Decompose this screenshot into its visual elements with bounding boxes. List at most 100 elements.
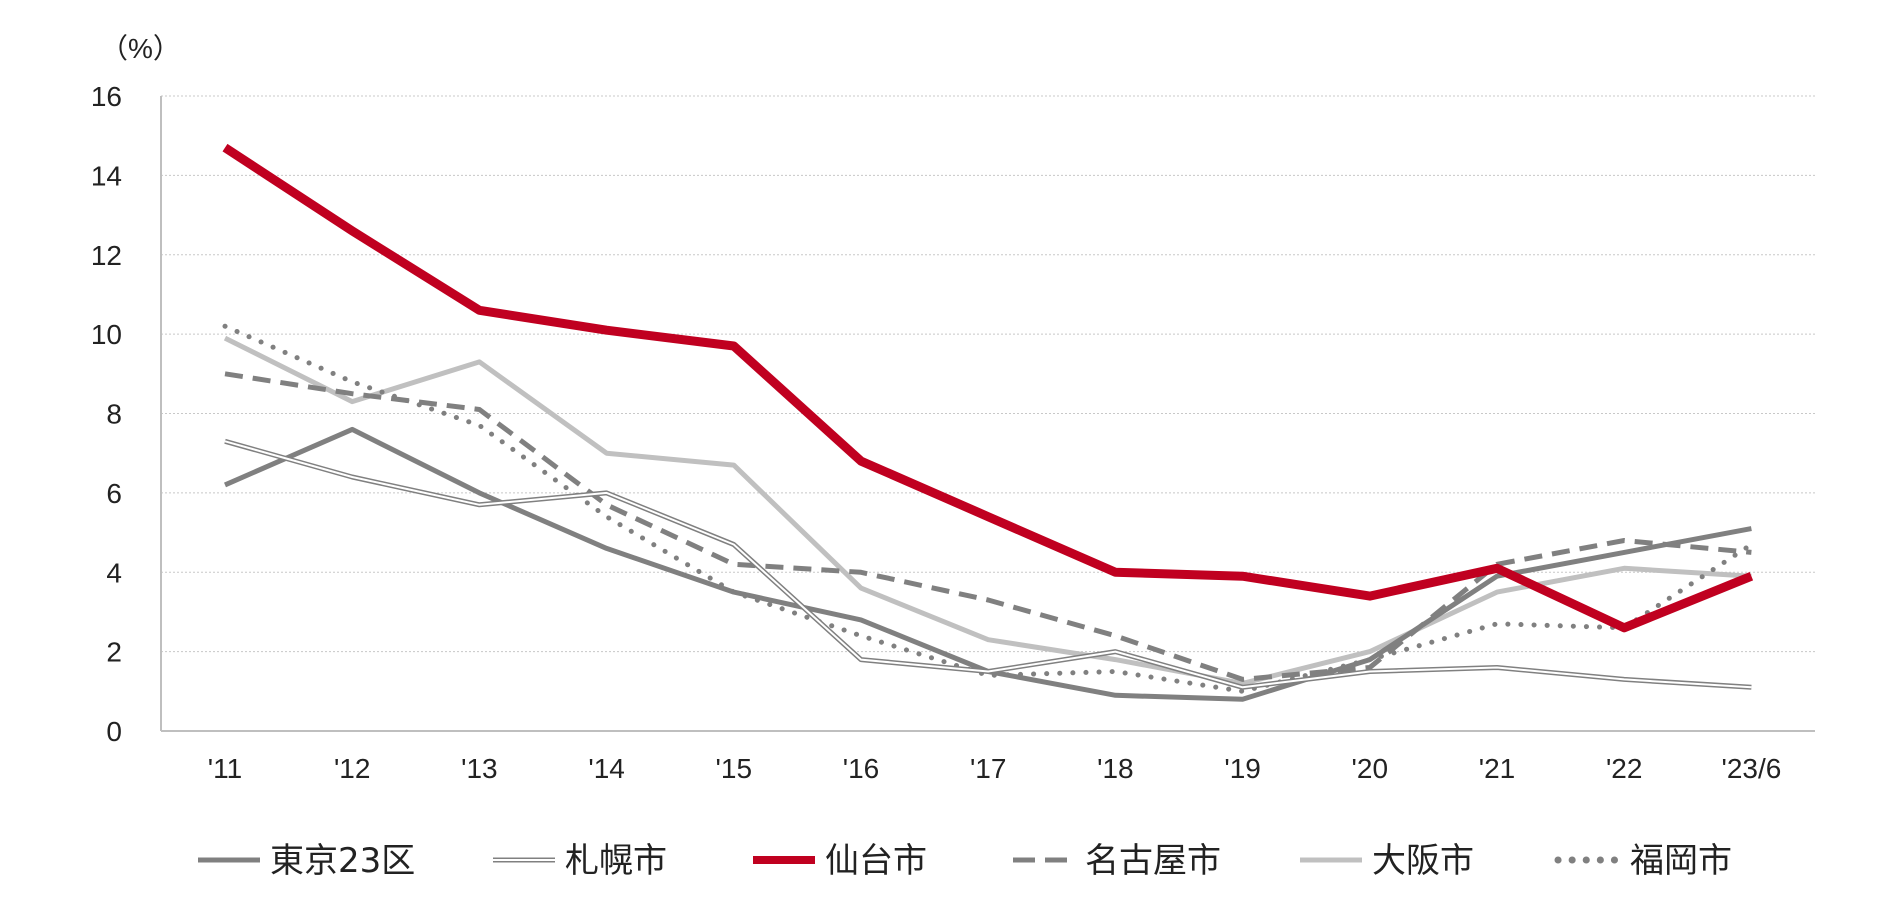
series-2-point (1497, 667, 1498, 668)
series-3-point (1497, 568, 1498, 569)
x-tick-label: '17 (970, 753, 1007, 784)
series-5-point (861, 588, 862, 589)
x-tick-label: '15 (716, 753, 753, 784)
x-tick-label: '18 (1097, 753, 1134, 784)
series-3-point (733, 346, 734, 347)
legend-label: 東京23区 (270, 841, 415, 881)
series-2-group (224, 438, 1752, 690)
series-6-point (225, 326, 226, 327)
legend-item: 名古屋市 (1013, 841, 1221, 881)
x-tick-label: '11 (208, 753, 242, 784)
series-2-point (1624, 679, 1625, 680)
series-4-point (352, 393, 353, 394)
series-5-point (1242, 683, 1243, 684)
series-1-point (1751, 528, 1752, 529)
series-5-point (479, 361, 480, 362)
series-2-point (861, 659, 862, 660)
series-6-point (479, 425, 480, 426)
series-3-point (861, 461, 862, 462)
series-3-point (1115, 572, 1116, 573)
series-1-point (352, 429, 353, 430)
series-4-point (733, 564, 734, 565)
series-1-point (606, 548, 607, 549)
series-3-group (222, 143, 1754, 633)
x-tick-label: '16 (843, 753, 880, 784)
x-tick-label: '21 (1479, 753, 1516, 784)
series-1-point (1369, 659, 1370, 660)
series-6-point (988, 675, 989, 676)
series-6-point (606, 516, 607, 517)
series-4-point (1242, 679, 1243, 680)
legend-item: 東京23区 (198, 841, 415, 881)
series-4-point (1369, 667, 1370, 668)
series-1-group (224, 426, 1752, 702)
series-4-point (861, 572, 862, 573)
series-5-point (352, 401, 353, 402)
series-2-point (479, 504, 480, 505)
legend: 東京23区 札幌市 仙台市 名古屋市 大阪市 福岡市 (198, 841, 1732, 881)
series-4-line (224, 371, 1752, 682)
series-4-point (988, 600, 989, 601)
x-tick-label: '22 (1606, 753, 1643, 784)
series-4-point (1751, 552, 1752, 553)
series-5-point (1115, 659, 1116, 660)
series-4-point (1624, 540, 1625, 541)
y-tick-label: 12 (91, 240, 122, 271)
series-2-line-inner (224, 440, 1752, 689)
series-2-point (1751, 687, 1752, 688)
series-2-point (352, 477, 353, 478)
series-4-point (606, 504, 607, 505)
series-5-point (606, 453, 607, 454)
y-tick-label: 8 (106, 399, 122, 430)
legend-item: 大阪市 (1300, 841, 1474, 881)
series-2-point (1369, 671, 1370, 672)
series-2-point (988, 671, 989, 672)
series-2-point (225, 441, 226, 442)
legend-item: 札幌市 (493, 841, 667, 881)
series-5-point (988, 639, 989, 640)
series-1-point (1624, 552, 1625, 553)
x-tick-label: '20 (1352, 753, 1389, 784)
series-3-point (1751, 576, 1752, 577)
series-3-line (222, 143, 1754, 633)
series-lines (222, 143, 1754, 702)
series-5-point (1497, 592, 1498, 593)
series-6-line (222, 323, 1754, 694)
series-2-point (1242, 687, 1243, 688)
series-4-point (479, 409, 480, 410)
series-3-point (1369, 596, 1370, 597)
series-4-point (225, 373, 226, 374)
series-5-point (733, 465, 734, 466)
y-axis-unit-label: （%） (100, 33, 181, 64)
y-tick-labels: 0 2 4 6 8 10 12 14 16 (91, 81, 122, 747)
legend-label: 福岡市 (1630, 841, 1732, 881)
series-4-point (1115, 635, 1116, 636)
series-2-point (733, 544, 734, 545)
series-3-point (606, 330, 607, 331)
series-4-group (224, 371, 1752, 682)
series-1-point (1242, 699, 1243, 700)
gridlines (161, 95, 1815, 653)
legend-item: 仙台市 (753, 841, 927, 881)
series-5-point (225, 338, 226, 339)
series-3-point (479, 310, 480, 311)
series-1-point (861, 619, 862, 620)
legend-item: 福岡市 (1554, 841, 1732, 881)
series-6-point (352, 381, 353, 382)
x-tick-label: '13 (461, 753, 498, 784)
x-tick-labels: '11 '12 '13 '14 '15 '16 '17 '18 '19 '20 '21 '22 '23/… (208, 753, 1782, 784)
legend-label: 仙台市 (825, 841, 927, 881)
series-1-point (479, 492, 480, 493)
y-tick-label: 14 (91, 160, 122, 191)
x-tick-label: '19 (1224, 753, 1261, 784)
series-5-point (1624, 568, 1625, 569)
x-tick-label: '23/6 (1721, 753, 1781, 784)
legend-label: 札幌市 (565, 841, 667, 881)
series-1-point (1115, 695, 1116, 696)
y-tick-label: 10 (91, 319, 122, 350)
y-tick-label: 2 (106, 637, 122, 668)
series-3-point (1242, 576, 1243, 577)
series-1-line (224, 426, 1752, 702)
series-3-point (225, 147, 226, 148)
